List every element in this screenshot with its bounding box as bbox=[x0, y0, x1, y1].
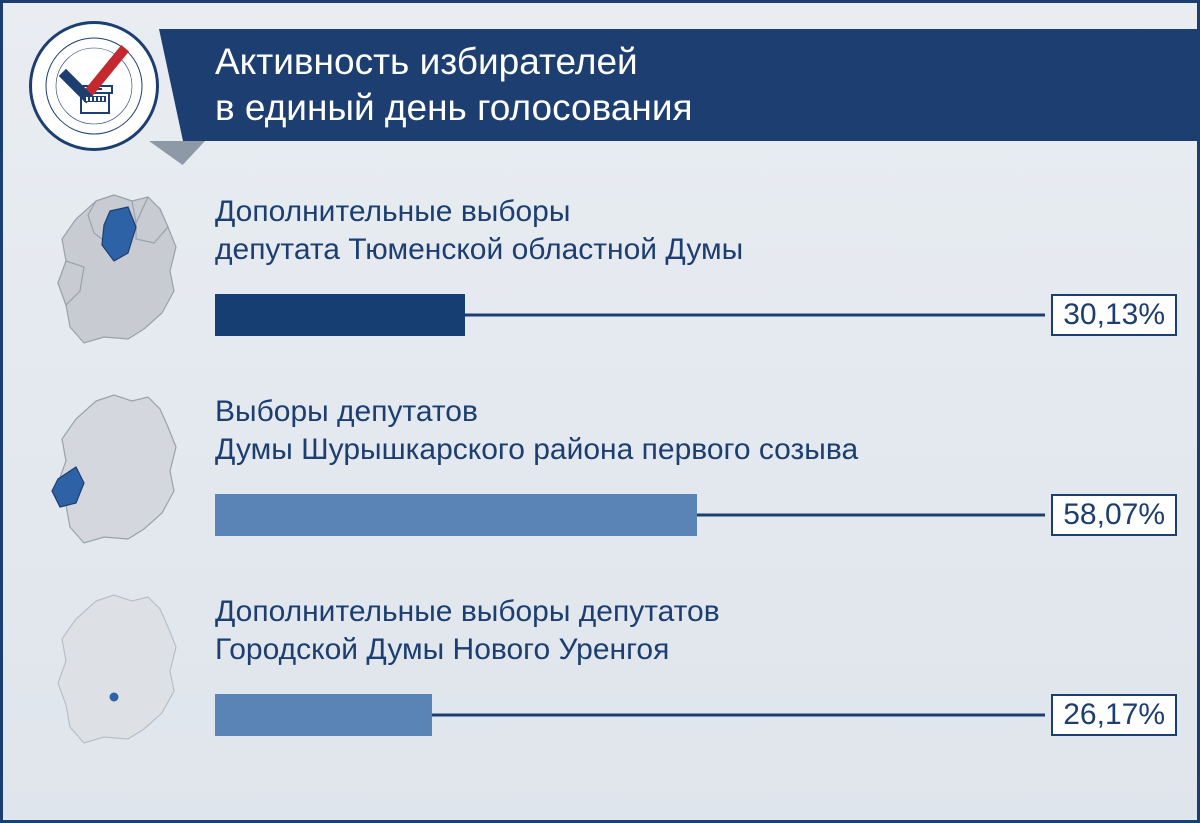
result-row: Выборы депутатов Думы Шурышкарского райо… bbox=[3, 387, 1197, 557]
region-map-icon bbox=[27, 187, 215, 357]
row-title-line-1: Дополнительные выборы депутатов bbox=[215, 595, 720, 628]
region-map-icon bbox=[27, 387, 215, 557]
title-line-1: Активность избирателей bbox=[215, 41, 638, 82]
turnout-bar: 30,13% bbox=[215, 294, 1177, 336]
bar-fill bbox=[215, 294, 465, 336]
title-line-2: в единый день голосования bbox=[215, 87, 693, 128]
turnout-bar: 26,17% bbox=[215, 694, 1177, 736]
row-title-line-2: Думы Шурышкарского района первого созыва bbox=[215, 433, 858, 466]
row-title-line-2: Городской Думы Нового Уренгоя bbox=[215, 633, 669, 666]
region-map-icon bbox=[27, 587, 215, 757]
row-title-line-2: депутата Тюменской областной Думы bbox=[215, 233, 743, 266]
bar-value-label: 26,17% bbox=[1051, 694, 1177, 736]
bar-fill bbox=[215, 494, 697, 536]
banner-fold-shadow bbox=[149, 141, 205, 165]
page-title: Активность избирателей в единый день гол… bbox=[215, 39, 693, 132]
results-list: Дополнительные выборы депутата Тюменской… bbox=[3, 187, 1197, 757]
row-title-line-1: Дополнительные выборы bbox=[215, 195, 570, 228]
row-title: Дополнительные выборы депутатов Городско… bbox=[215, 593, 1177, 670]
bar-value-label: 30,13% bbox=[1051, 294, 1177, 336]
logo-svg bbox=[44, 36, 144, 136]
bar-value-label: 58,07% bbox=[1051, 494, 1177, 536]
row-title-line-1: Выборы депутатов bbox=[215, 395, 478, 428]
result-row: Дополнительные выборы депутатов Городско… bbox=[3, 587, 1197, 757]
turnout-bar: 58,07% bbox=[215, 494, 1177, 536]
header: Активность избирателей в единый день гол… bbox=[3, 25, 1197, 145]
title-banner: Активность избирателей в единый день гол… bbox=[159, 29, 1197, 141]
result-row: Дополнительные выборы депутата Тюменской… bbox=[3, 187, 1197, 357]
row-title: Выборы депутатов Думы Шурышкарского райо… bbox=[215, 393, 1177, 470]
row-title: Дополнительные выборы депутата Тюменской… bbox=[215, 193, 1177, 270]
bar-fill bbox=[215, 694, 432, 736]
commission-logo bbox=[29, 21, 159, 151]
